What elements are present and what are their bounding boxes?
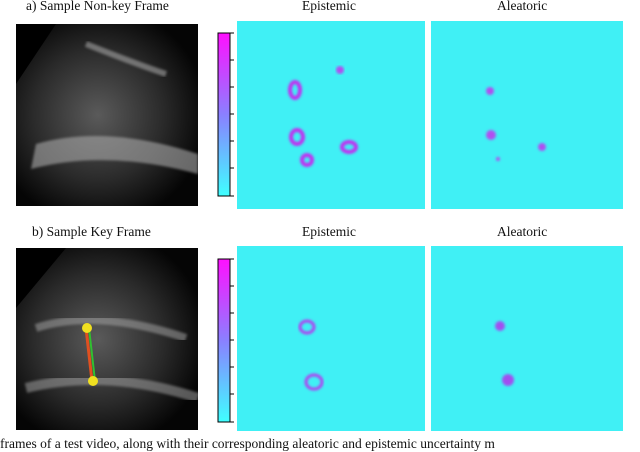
row-b-colorbar xyxy=(217,258,234,423)
row-a-aleatoric-title: Aleatoric xyxy=(497,0,548,13)
row-b-label: b) Sample Key Frame xyxy=(32,224,151,239)
row-a-ultrasound-image xyxy=(16,24,198,206)
row-b-ultrasound-image xyxy=(16,248,198,430)
row-a-label: a) Sample Non-key Frame xyxy=(26,0,169,13)
row-b-epistemic-title: Epistemic xyxy=(302,224,356,239)
row-a-epistemic-map xyxy=(237,21,425,209)
row-a-colorbar xyxy=(217,32,234,197)
row-a-aleatoric-map xyxy=(431,21,623,209)
row-b-aleatoric-map xyxy=(431,246,623,431)
row-b-aleatoric-title: Aleatoric xyxy=(497,224,548,239)
row-b-epistemic-map xyxy=(237,246,425,431)
figure-caption: frames of a test video, along with their… xyxy=(0,436,495,451)
row-a-epistemic-title: Epistemic xyxy=(302,0,356,13)
